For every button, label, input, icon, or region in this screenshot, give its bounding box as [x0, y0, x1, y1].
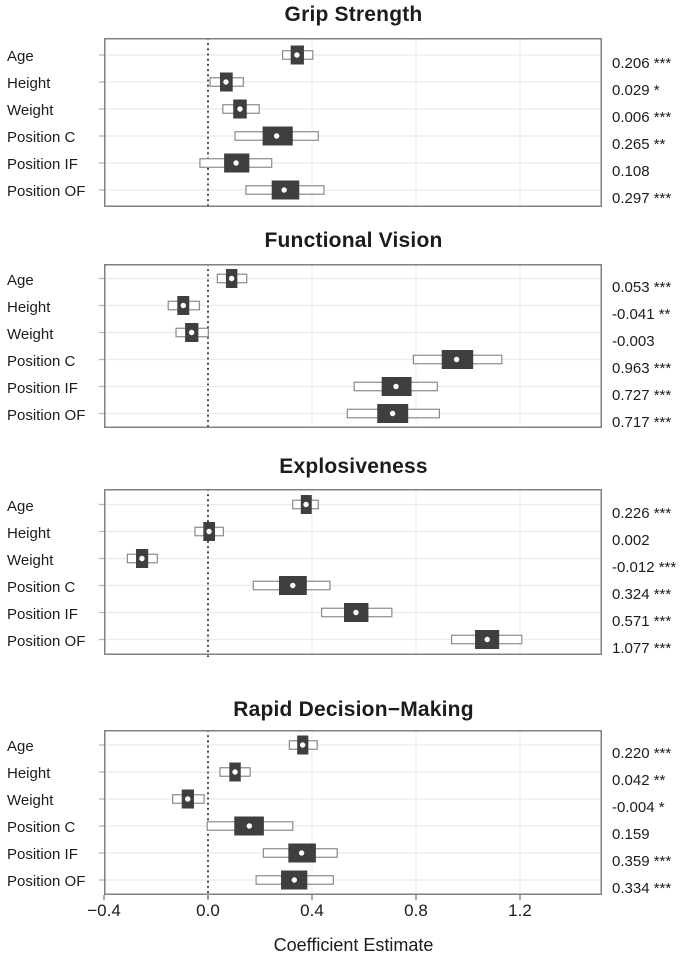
row-label: Weight [7, 102, 54, 119]
point-estimate-dot [290, 582, 296, 589]
estimate-value: 0.717 *** [612, 413, 672, 431]
row-label: Weight [7, 792, 54, 809]
estimate-value: -0.004 * [612, 799, 665, 816]
row-label: Age [7, 497, 34, 515]
row-label: Position OF [7, 632, 86, 650]
point-estimate-dot [228, 275, 235, 282]
point-estimate-dot [273, 133, 280, 139]
panel-border [104, 264, 602, 428]
plot-functional-vision [99, 264, 602, 430]
estimate-value: -0.003 [612, 332, 655, 350]
panel-title-grip-strength: Grip Strength [284, 3, 423, 26]
estimate-value: 0.042 ** [612, 772, 666, 789]
panel-title-functional-vision: Functional Vision [264, 229, 443, 252]
estimate-value: 1.077 *** [612, 639, 672, 657]
plot-grip-strength [99, 38, 602, 209]
point-estimate-dot [294, 52, 300, 58]
row-label: Age [7, 271, 34, 289]
row-label: Position OF [7, 873, 86, 890]
point-estimate-dot [139, 555, 145, 562]
row-label: Height [7, 75, 51, 92]
plot-explosiveness [99, 489, 602, 657]
estimate-value: 0.727 *** [612, 386, 672, 404]
estimate-value: 0.053 *** [612, 278, 672, 296]
point-estimate-dot [188, 329, 195, 336]
row-label: Weight [7, 551, 54, 569]
point-estimate-dot [206, 528, 212, 535]
plot-rapid-decision-making [99, 730, 602, 900]
point-estimate-dot [353, 609, 359, 616]
point-estimate-dot [303, 501, 309, 508]
estimate-value: -0.012 *** [612, 558, 677, 576]
point-estimate-dot [484, 636, 490, 643]
row-label: Height [7, 765, 51, 782]
row-label: Position IF [7, 156, 78, 173]
estimate-value: 0.002 [612, 531, 650, 549]
point-estimate-dot [291, 877, 298, 883]
estimate-value: 0.220 *** [612, 745, 672, 762]
panel-border [104, 38, 602, 207]
x-tick-label: 0.8 [404, 901, 428, 920]
estimate-value: 0.108 [612, 163, 650, 180]
x-axis-title: Coefficient Estimate [273, 935, 434, 955]
point-estimate-dot [185, 796, 191, 802]
estimate-value: 0.265 ** [612, 136, 666, 153]
estimate-value: 0.963 *** [612, 359, 672, 377]
row-label: Height [7, 524, 51, 542]
x-tick-label: 0.0 [196, 901, 220, 920]
row-label: Age [7, 738, 34, 755]
point-estimate-dot [389, 410, 396, 417]
estimate-value: 0.571 *** [612, 612, 672, 630]
panel-border [104, 489, 602, 655]
row-label: Height [7, 298, 51, 316]
estimate-value: 0.206 *** [612, 55, 672, 72]
row-label: Position C [7, 352, 76, 370]
estimate-value: 0.029 * [612, 82, 660, 99]
row-label: Position C [7, 129, 76, 146]
row-label: Age [7, 48, 34, 65]
point-estimate-dot [232, 769, 238, 775]
row-label: Position IF [7, 379, 78, 397]
estimate-value: 0.159 [612, 826, 650, 843]
row-label: Position OF [7, 406, 86, 424]
x-tick-label: −0.4 [87, 901, 121, 920]
x-tick-label: 1.2 [508, 901, 532, 920]
row-label: Position OF [7, 183, 86, 200]
point-estimate-dot [223, 79, 229, 85]
estimate-value: 0.297 *** [612, 190, 672, 207]
point-estimate-dot [246, 823, 253, 829]
panel-title-rapid-decision-making: Rapid Decision−Making [233, 698, 474, 721]
estimate-value: 0.359 *** [612, 853, 672, 870]
point-estimate-dot [453, 356, 460, 363]
x-tick-label: 0.4 [300, 901, 324, 920]
point-estimate-dot [298, 850, 305, 856]
estimate-value: 0.334 *** [612, 880, 672, 897]
panel-border [104, 730, 602, 895]
row-label: Position C [7, 578, 76, 596]
estimate-value: 0.006 *** [612, 109, 672, 126]
estimate-value: -0.041 ** [612, 305, 671, 323]
estimate-value: 0.324 *** [612, 585, 672, 603]
panel-title-explosiveness: Explosiveness [279, 455, 428, 478]
point-estimate-dot [237, 106, 243, 112]
row-label: Position IF [7, 846, 78, 863]
row-label: Weight [7, 325, 54, 343]
point-estimate-dot [393, 383, 399, 390]
estimate-value: 0.226 *** [612, 504, 672, 522]
point-estimate-dot [281, 187, 287, 193]
point-estimate-dot [233, 160, 239, 166]
row-label: Position IF [7, 605, 78, 623]
point-estimate-dot [180, 302, 186, 309]
row-label: Position C [7, 819, 76, 836]
point-estimate-dot [299, 742, 306, 748]
